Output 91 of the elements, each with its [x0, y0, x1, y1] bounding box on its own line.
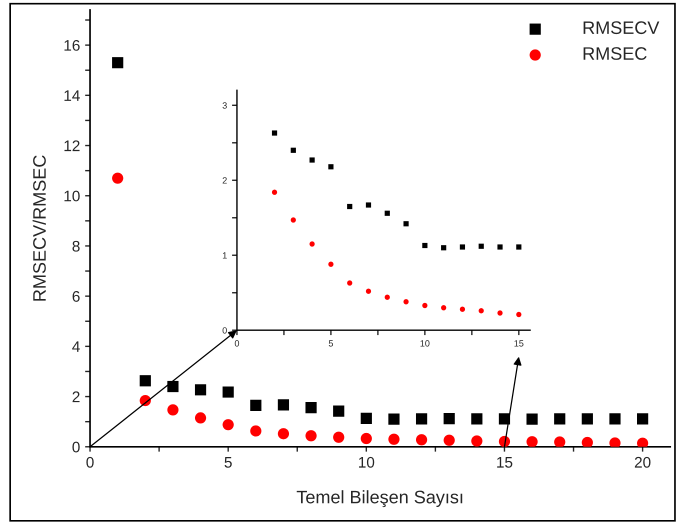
y-tick-label: 14: [64, 90, 80, 101]
y-tick-label: 10: [64, 190, 80, 202]
point: [347, 280, 352, 286]
point: [222, 419, 234, 430]
point: [441, 305, 446, 310]
y-tick-label: 0: [222, 327, 227, 334]
y-tick-label: 4: [72, 341, 80, 352]
point: [167, 380, 179, 392]
point: [478, 308, 484, 314]
point: [471, 435, 482, 447]
point: [328, 262, 334, 267]
point: [441, 245, 446, 250]
point: [526, 436, 538, 447]
point: [360, 432, 372, 444]
point: [194, 384, 206, 396]
point: [422, 302, 428, 308]
point: [384, 210, 390, 216]
point: [290, 217, 296, 223]
x-axis-title: Temel Bileşen Sayısı: [296, 490, 462, 508]
point: [444, 434, 455, 446]
point: [333, 406, 344, 417]
point: [272, 190, 278, 195]
point: [278, 428, 290, 440]
point: [497, 310, 503, 316]
point: [516, 312, 522, 318]
point: [333, 432, 344, 443]
x-tick-label: 0: [234, 340, 240, 347]
point: [112, 172, 124, 184]
y-tick-label: 1: [222, 252, 227, 259]
point: [403, 299, 409, 304]
point: [609, 437, 621, 447]
y-tick-label: 16: [64, 40, 80, 51]
point: [460, 306, 466, 312]
point: [388, 414, 400, 425]
point: [310, 241, 315, 247]
point: [112, 57, 124, 68]
point: [637, 413, 648, 425]
point: [328, 164, 334, 170]
y-tick-label: 8: [72, 240, 80, 252]
point: [609, 413, 621, 425]
x-tick-label: 10: [420, 340, 430, 347]
point: [403, 221, 409, 226]
point: [305, 402, 317, 414]
point: [290, 148, 296, 153]
point: [366, 202, 372, 208]
point: [554, 436, 566, 447]
y-tick-label: 0: [72, 442, 80, 452]
point: [250, 400, 262, 411]
point: [460, 244, 466, 250]
point: [140, 375, 151, 386]
y-axis-title: RMSECV/RMSEC: [32, 155, 46, 301]
point: [194, 412, 206, 424]
point: [310, 157, 315, 163]
point: [416, 413, 428, 425]
point: [582, 436, 593, 447]
point: [526, 414, 538, 425]
x-tick-label: 0: [86, 456, 94, 468]
point: [554, 413, 566, 425]
point: [222, 386, 234, 398]
point: [478, 244, 484, 249]
x-tick-label: 20: [634, 456, 650, 468]
point: [250, 425, 262, 437]
x-tick-label: 5: [328, 340, 334, 347]
y-tick-label: 12: [64, 140, 80, 152]
legend-label: RMSECV: [584, 21, 660, 34]
y-tick-label: 3: [222, 102, 227, 109]
point: [278, 399, 290, 410]
point: [366, 288, 372, 294]
x-tick-label: 15: [514, 340, 524, 347]
point: [422, 242, 428, 248]
point: [347, 204, 352, 210]
point: [360, 412, 372, 424]
point: [497, 244, 503, 250]
legend-label: RMSEC: [584, 47, 647, 60]
point: [471, 413, 482, 425]
x-tick-label: 10: [358, 456, 374, 468]
point: [384, 294, 390, 300]
point: [305, 430, 317, 442]
point: [637, 438, 648, 447]
point: [582, 413, 593, 425]
point: [388, 434, 400, 445]
point: [272, 130, 278, 136]
y-tick-label: 6: [72, 291, 80, 302]
point: [516, 244, 522, 250]
x-tick-label: 15: [497, 457, 512, 468]
y-tick-label: 2: [222, 177, 227, 184]
y-tick-label: 2: [72, 391, 80, 402]
point: [416, 434, 428, 446]
point: [167, 404, 179, 416]
point: [444, 413, 455, 424]
x-tick-label: 5: [224, 457, 232, 468]
